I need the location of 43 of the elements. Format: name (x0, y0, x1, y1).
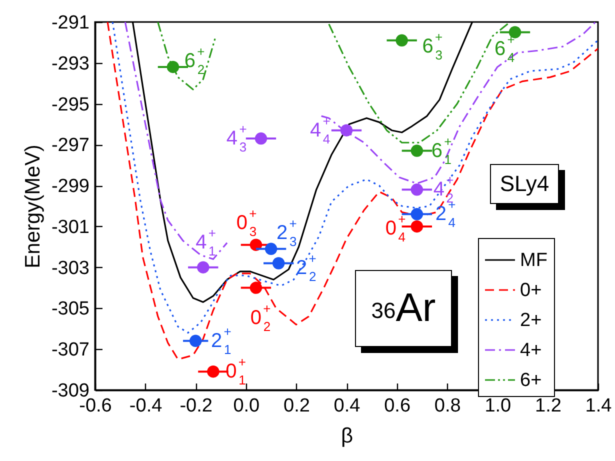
point (189, 334, 202, 348)
point (207, 365, 220, 378)
point (396, 34, 408, 47)
point (250, 282, 262, 294)
y-tick-label: -293 (51, 53, 90, 74)
point (272, 257, 285, 270)
x-tick-label: 0.2 (283, 396, 310, 416)
annotation: SLy4 (490, 164, 559, 204)
x-tick-label: 1.2 (534, 396, 562, 416)
legend-label: 4+ (520, 340, 542, 361)
x-tick-label: 0.4 (334, 396, 361, 416)
point (410, 184, 424, 196)
legend-label: 6+ (520, 370, 542, 391)
point (197, 261, 210, 274)
point (166, 60, 180, 74)
y-tick-label: -297 (51, 135, 90, 156)
x-tick-label: -0.4 (129, 396, 163, 416)
x-axis-title: β (340, 424, 354, 448)
x-tick-label: 0.8 (434, 396, 461, 416)
point (250, 238, 262, 251)
y-tick-label: -301 (51, 216, 90, 238)
point (410, 208, 424, 220)
point (410, 220, 424, 233)
y-tick-label: -295 (51, 94, 90, 116)
point (340, 124, 353, 136)
x-tick-label: 0.6 (384, 396, 411, 416)
x-tick-label: 0.0 (233, 396, 260, 416)
y-tick-label: -307 (51, 340, 90, 361)
point (264, 242, 278, 256)
x-tick-label: -0.2 (180, 396, 212, 416)
y-tick-label: -305 (51, 298, 90, 320)
y-axis-title: Energy(MeV) (21, 144, 44, 268)
x-tick-label: 1.0 (484, 396, 512, 416)
legend-label: MF (520, 250, 548, 271)
point (508, 26, 522, 38)
legend-label: 2+ (520, 310, 542, 331)
y-tick-label: -291 (51, 12, 90, 34)
point (254, 132, 268, 145)
y-tick-label: -303 (51, 258, 90, 279)
point (410, 144, 424, 157)
legend-label: 0+ (520, 280, 542, 301)
x-tick-label: 1.4 (585, 396, 612, 416)
y-tick-label: -299 (51, 176, 90, 198)
